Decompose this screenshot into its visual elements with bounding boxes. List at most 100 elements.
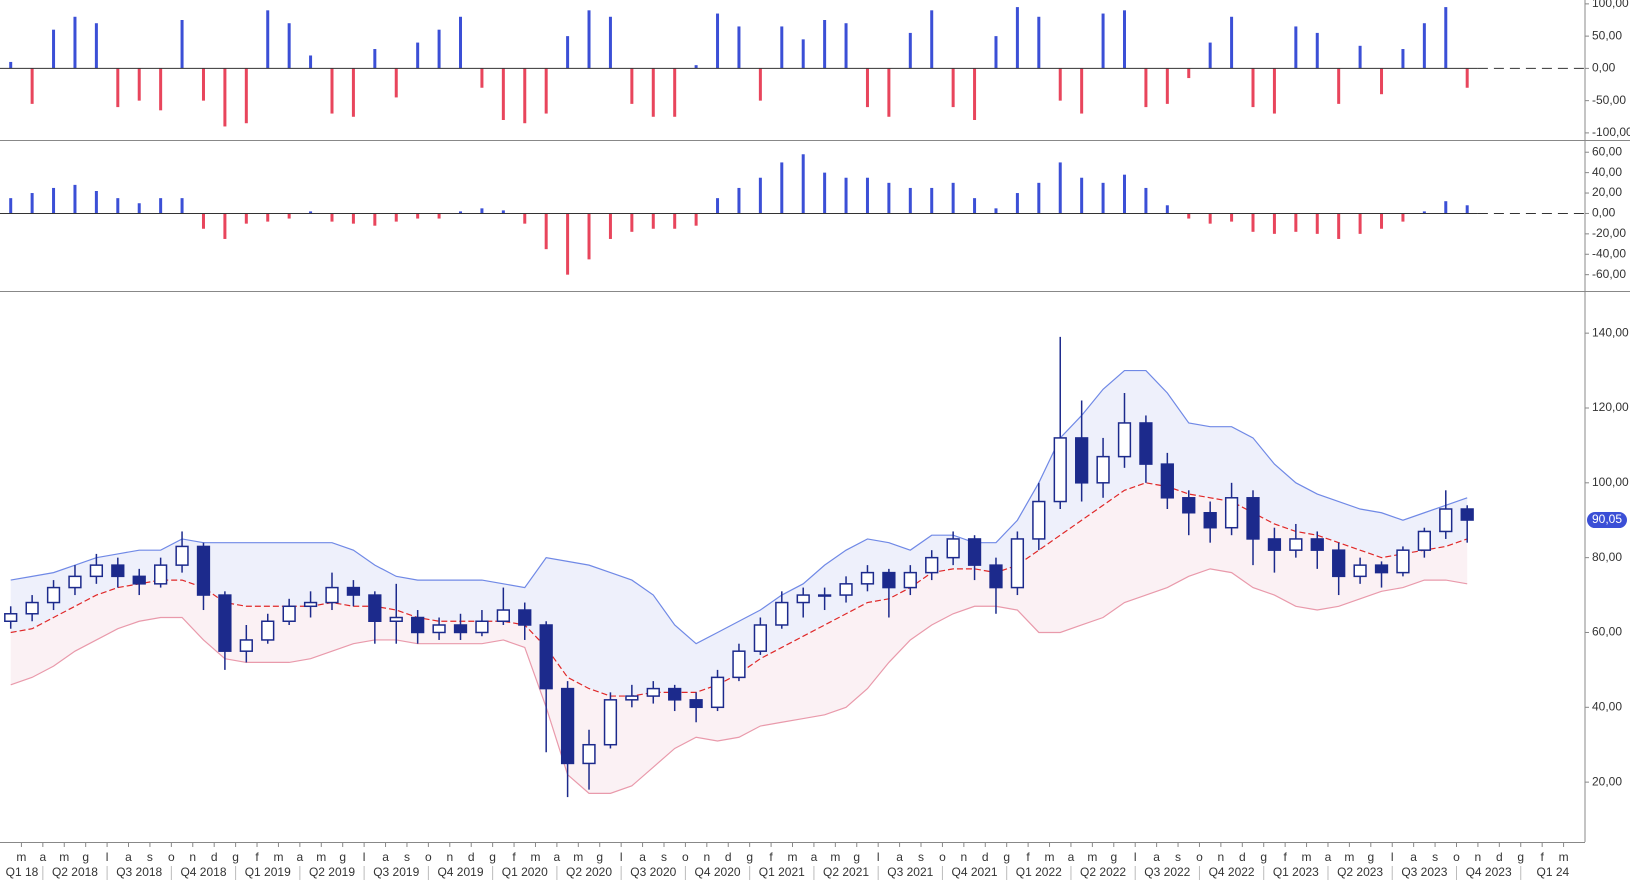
oscillator-bar — [1380, 68, 1384, 95]
x-tick-label: m — [273, 850, 283, 864]
candle-body — [925, 556, 939, 574]
candle-body — [560, 687, 575, 765]
candle-body — [1417, 530, 1431, 551]
x-tick-label: s — [1432, 850, 1438, 864]
oscillator-bar — [52, 29, 56, 69]
oscillator-bar — [1015, 7, 1019, 69]
oscillator-bar — [30, 193, 34, 214]
oscillator-bar — [116, 68, 120, 108]
x-tick-label: o — [682, 850, 689, 864]
x-tick-label: o — [1453, 850, 1460, 864]
oscillator-bar — [501, 68, 505, 120]
oscillator-bar — [480, 208, 484, 214]
oscillator-bar — [1251, 68, 1255, 108]
x-tick-label: a — [39, 850, 46, 864]
x-tick-label: g — [489, 850, 496, 864]
oscillator-bar — [501, 210, 505, 214]
candle-body — [1439, 508, 1453, 533]
oscillator-bar — [1122, 10, 1126, 69]
oscillator-bar — [1294, 213, 1298, 232]
x-tick-label: d — [1239, 850, 1246, 864]
oscillator-bar — [287, 23, 291, 69]
candle-body — [261, 620, 275, 641]
oscillator-bar — [73, 16, 77, 69]
oscillator-bar — [459, 16, 463, 69]
oscillator-bar — [737, 187, 741, 214]
candle-body — [796, 594, 810, 604]
oscillator-bar — [244, 213, 248, 224]
candle-body — [1396, 549, 1410, 574]
oscillator-bar — [1230, 16, 1234, 69]
oscillator-bar — [1422, 211, 1426, 214]
oscillator-bar — [887, 182, 891, 214]
candle-body — [1075, 437, 1089, 484]
y-tick-label: 40,00 — [1592, 165, 1622, 179]
oscillator-bar — [673, 213, 677, 229]
candle-body — [432, 624, 446, 634]
oscillator-bar — [1208, 213, 1212, 224]
candle-body — [1310, 538, 1324, 551]
candle-body — [1460, 508, 1474, 521]
x-tick-label: a — [297, 850, 304, 864]
oscillator-bar — [1080, 68, 1084, 114]
candle-body — [196, 545, 211, 596]
oscillator-bar — [780, 162, 784, 214]
candle-body — [25, 601, 39, 615]
quarter-label: Q1 2020 — [502, 865, 548, 879]
y-tick-label: 50,00 — [1592, 28, 1622, 42]
quarter-label: Q3 2023 — [1401, 865, 1447, 879]
y-tick-label: 20,00 — [1592, 774, 1622, 788]
oscillator-bar — [459, 211, 463, 214]
oscillator-bar — [1101, 13, 1105, 69]
y-tick-label: 60,00 — [1592, 144, 1622, 158]
oscillator-bar — [1315, 213, 1319, 234]
oscillator-bar — [1272, 213, 1276, 234]
x-tick-label: d — [211, 850, 218, 864]
oscillator-bar — [1144, 187, 1148, 214]
oscillator-bar — [416, 213, 420, 219]
oscillator-bar — [73, 184, 77, 214]
y-tick-label: 60,00 — [1592, 625, 1622, 639]
candle-body — [1010, 538, 1025, 589]
oscillator-bar — [608, 213, 612, 239]
quarter-label: Q3 2018 — [116, 865, 162, 879]
oscillator-bar — [266, 10, 270, 69]
last-price-tag — [1587, 512, 1627, 529]
y-tick-label: -40,00 — [1592, 246, 1626, 260]
oscillator-bar — [330, 68, 334, 114]
candle-body — [411, 616, 425, 634]
oscillator-bar — [137, 203, 141, 214]
x-tick-label: g — [1517, 850, 1524, 864]
quarter-label: Q1 18 — [6, 865, 39, 879]
quarter-label: Q4 2020 — [695, 865, 741, 879]
candle-body — [389, 616, 403, 623]
candle-body — [1224, 497, 1239, 529]
quarter-label: Q2 2022 — [1080, 865, 1126, 879]
x-tick-label: g — [746, 850, 753, 864]
oscillator-bar — [1165, 68, 1169, 104]
x-tick-label: g — [82, 850, 89, 864]
candle-body — [860, 571, 875, 585]
candle-body — [132, 575, 146, 585]
x-tick-label: l — [620, 850, 623, 864]
candle-body — [882, 571, 896, 589]
candle-body — [539, 624, 553, 690]
x-tick-label: a — [811, 850, 818, 864]
oscillator-bar — [9, 61, 13, 69]
x-tick-label: l — [106, 850, 109, 864]
quarter-label: Q4 2023 — [1466, 865, 1512, 879]
x-tick-label: m — [1344, 850, 1354, 864]
x-tick-label: a — [125, 850, 132, 864]
oscillator-bar — [480, 68, 484, 88]
x-tick-label: g — [232, 850, 239, 864]
candle-body — [903, 571, 917, 589]
x-tick-label: n — [961, 850, 968, 864]
oscillator-bar — [9, 198, 13, 214]
oscillator-bar — [523, 68, 527, 124]
oscillator-bar — [1187, 213, 1191, 219]
x-tick-label: f — [1283, 850, 1287, 864]
x-tick-label: a — [554, 850, 561, 864]
quarter-label: Q4 2019 — [437, 865, 483, 879]
oscillator-bar — [523, 213, 527, 224]
oscillator-bar — [437, 213, 441, 219]
